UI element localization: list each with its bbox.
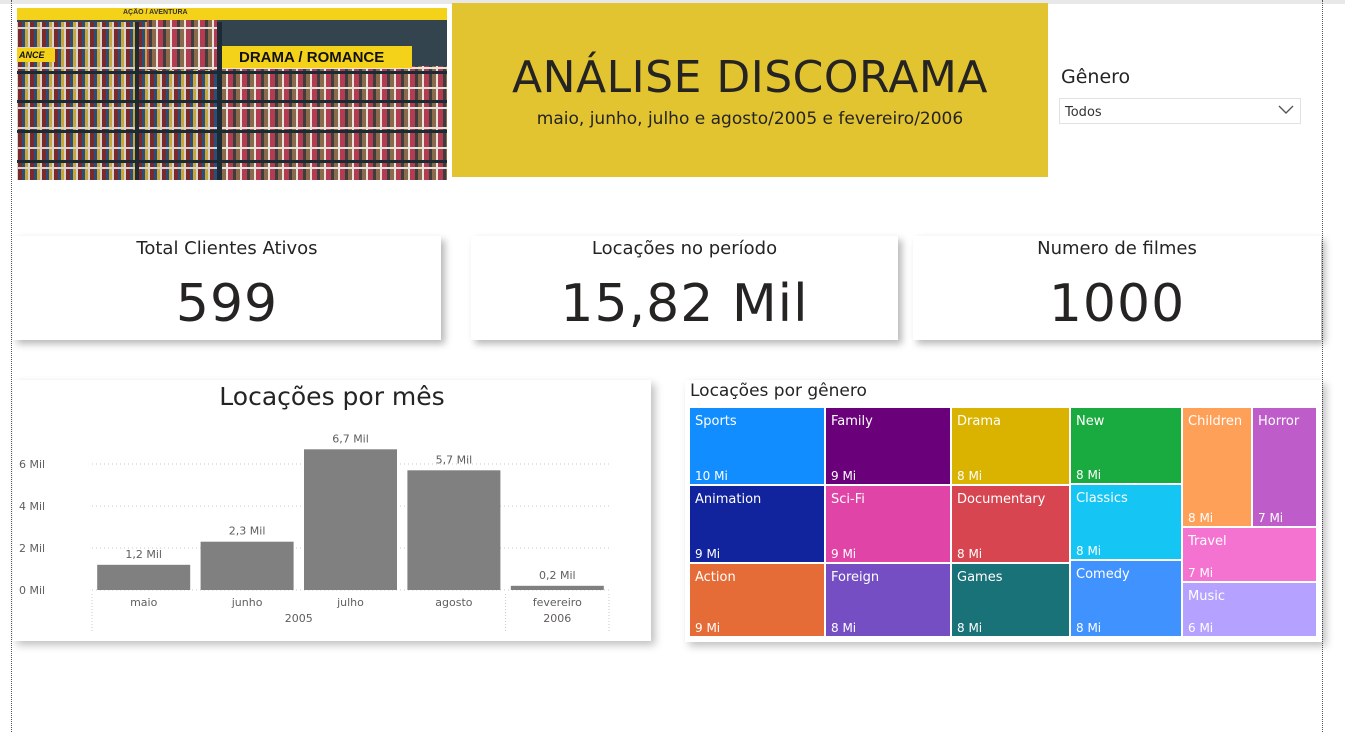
treemap-cell-name: Music — [1188, 589, 1225, 604]
x-tick-label: julho — [336, 596, 364, 609]
treemap-cell-sci-fi[interactable]: Sci-Fi 9 Mi — [825, 485, 951, 563]
treemap-cell-drama[interactable]: Drama 8 Mi — [951, 407, 1070, 485]
x-tick-label: maio — [130, 596, 158, 609]
title-banner: ANÁLISE DISCORAMA maio, junho, julho e a… — [452, 3, 1048, 177]
treemap-cell-horror[interactable]: Horror 7 Mi — [1252, 407, 1317, 527]
genre-dropdown[interactable]: Todos — [1059, 98, 1301, 124]
treemap-cell-value: 9 Mi — [695, 547, 721, 561]
treemap-cell-name: Comedy — [1076, 567, 1130, 582]
treemap-cell-name: Drama — [957, 414, 1001, 429]
treemap-cell-value: 8 Mi — [957, 547, 983, 561]
treemap-cell-name: Classics — [1076, 491, 1128, 506]
video-store-photo: AÇÃO / AVENTURA DRAMA / ROMANCE ANCE — [17, 8, 447, 180]
treemap-cell-value: 9 Mi — [695, 621, 721, 635]
treemap-cell-name: Sports — [695, 414, 737, 429]
treemap-cell-music[interactable]: Music 6 Mi — [1182, 582, 1317, 637]
page-title: ANÁLISE DISCORAMA — [512, 51, 988, 103]
treemap-cell-classics[interactable]: Classics 8 Mi — [1070, 484, 1182, 560]
treemap-cell-value: 8 Mi — [957, 469, 983, 483]
treemap-cell-value: 9 Mi — [831, 547, 857, 561]
treemap-cell-name: New — [1076, 414, 1105, 429]
treemap-cell-value: 9 Mi — [831, 469, 857, 483]
treemap-cell-action[interactable]: Action 9 Mi — [689, 563, 825, 637]
bar-chart-svg: 0 Mil 2 Mil 4 Mil 6 Mil 1,2 Mil maio 2,3 Mil ju… — [19, 432, 610, 632]
sign-romance-left: ANCE — [19, 50, 45, 60]
treemap-cell-value: 8 Mi — [1188, 511, 1214, 525]
treemap-cell-name: Foreign — [831, 570, 880, 585]
treemap-cell-name: Documentary — [957, 492, 1046, 507]
bar-julho[interactable] — [304, 449, 397, 590]
treemap-cell-children[interactable]: Children 8 Mi — [1182, 407, 1252, 527]
treemap-title: Locações por gênero — [690, 381, 867, 401]
treemap-cell-comedy[interactable]: Comedy 8 Mi — [1070, 560, 1182, 637]
genre-dropdown-value: Todos — [1065, 105, 1102, 120]
treemap-cell-games[interactable]: Games 8 Mi — [951, 563, 1070, 637]
treemap-area: Sports 10 Mi Animation 9 Mi Action 9 Mi Family… — [689, 407, 1317, 637]
treemap-cell-value: 7 Mi — [1258, 511, 1284, 525]
kpi-card-active-customers[interactable]: Total Clientes Ativos 599 — [13, 236, 441, 340]
chevron-down-icon — [1278, 105, 1294, 114]
kpi-label: Locações no período — [591, 238, 778, 259]
bar-agosto[interactable] — [407, 470, 501, 590]
kpi-label: Numero de filmes — [1037, 238, 1197, 259]
top-strip — [0, 0, 1345, 4]
treemap-cell-value: 7 Mi — [1188, 566, 1214, 580]
page-subtitle: maio, junho, julho e agosto/2005 e fever… — [536, 108, 964, 129]
bar-fevereiro[interactable] — [510, 585, 604, 590]
x-tick-label: agosto — [435, 596, 472, 609]
treemap-cell-name: Animation — [695, 492, 762, 507]
treemap-cell-name: Travel — [1188, 534, 1227, 549]
treemap-cell-value: 8 Mi — [1076, 544, 1102, 558]
treemap-cell-value: 8 Mi — [1076, 468, 1102, 482]
treemap-cell-value: 8 Mi — [957, 621, 983, 635]
kpi-label: Total Clientes Ativos — [136, 238, 318, 259]
treemap-cell-value: 8 Mi — [831, 621, 857, 635]
year-label: 2006 — [543, 612, 571, 625]
kpi-value: 599 — [175, 274, 279, 334]
kpi-value: 1000 — [1048, 274, 1186, 334]
treemap-cell-family[interactable]: Family 9 Mi — [825, 407, 951, 485]
sign-drama-romance: DRAMA / ROMANCE — [239, 49, 385, 66]
year-label: 2005 — [285, 612, 313, 625]
treemap-cell-name: Horror — [1258, 414, 1300, 429]
treemap-cell-sports[interactable]: Sports 10 Mi — [689, 407, 825, 485]
kpi-card-rentals[interactable]: Locações no período 15,82 Mil — [471, 236, 898, 340]
x-tick-label: fevereiro — [533, 596, 582, 609]
chart-title: Locações por mês — [219, 382, 445, 411]
treemap-cell-value: 8 Mi — [1076, 621, 1102, 635]
bar-data-label: 5,7 Mil — [436, 453, 473, 466]
treemap-cell-foreign[interactable]: Foreign 8 Mi — [825, 563, 951, 637]
treemap-cell-value: 10 Mi — [695, 469, 728, 483]
treemap-cell-animation[interactable]: Animation 9 Mi — [689, 485, 825, 563]
treemap-cell-new[interactable]: New 8 Mi — [1070, 407, 1182, 484]
rentals-by-month-chart[interactable]: Locações por mês 0 Mil 2 Mil 4 Mil 6 Mil 1,2… — [13, 380, 651, 641]
treemap-cell-documentary[interactable]: Documentary 8 Mi — [951, 485, 1070, 563]
kpi-value: 15,82 Mil — [560, 274, 809, 334]
page-guide-left — [11, 0, 12, 732]
page-guide-right — [1322, 0, 1323, 732]
treemap-cell-value: 6 Mi — [1188, 621, 1214, 635]
bar-maio[interactable] — [97, 564, 191, 590]
y-tick-label: 2 Mil — [19, 542, 45, 555]
treemap-cell-name: Games — [957, 570, 1003, 585]
bar-data-label: 6,7 Mil — [332, 432, 369, 445]
treemap-cell-name: Sci-Fi — [831, 492, 865, 507]
genre-slicer-title: Gênero — [1061, 66, 1131, 88]
bar-data-label: 1,2 Mil — [125, 548, 162, 561]
bar-data-label: 0,2 Mil — [539, 569, 576, 582]
y-tick-label: 4 Mil — [19, 500, 45, 513]
x-tick-label: junho — [231, 596, 263, 609]
sign-action: AÇÃO / AVENTURA — [123, 9, 188, 16]
treemap-cell-travel[interactable]: Travel 7 Mi — [1182, 527, 1317, 582]
treemap-cell-name: Family — [831, 414, 873, 429]
bar-junho[interactable] — [200, 541, 294, 590]
y-tick-label: 0 Mil — [19, 584, 45, 597]
y-tick-label: 6 Mil — [19, 458, 45, 471]
treemap-cell-name: Children — [1188, 414, 1243, 429]
bar-data-label: 2,3 Mil — [229, 525, 266, 538]
kpi-card-films[interactable]: Numero de filmes 1000 — [913, 236, 1321, 340]
treemap-cell-name: Action — [695, 570, 736, 585]
rentals-by-genre-treemap[interactable]: Locações por gênero Sports 10 Mi Animation… — [685, 380, 1322, 642]
